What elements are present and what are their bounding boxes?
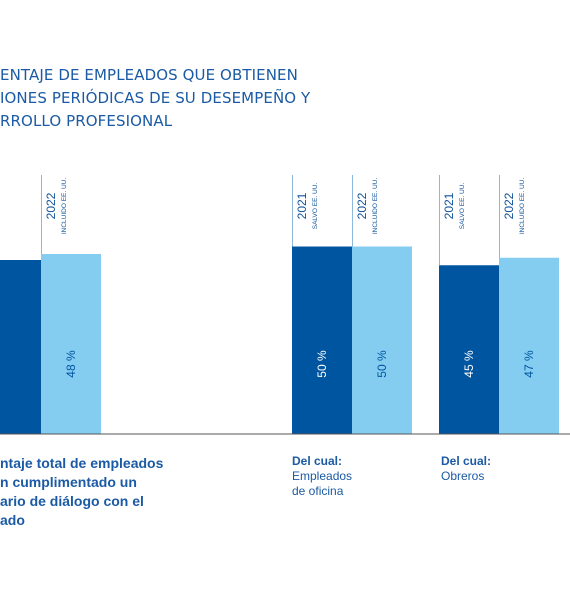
value-label: 47 % [522, 350, 536, 378]
category-label-line: ario de diálogo con el [0, 493, 144, 509]
bar-2021-total-cropped [0, 260, 41, 434]
value-label: 45 % [462, 350, 476, 378]
scope-label: SALVO EE. UU. [312, 183, 319, 230]
category-label-line: n cumplimentado un [0, 474, 137, 490]
bar-2021-1 [292, 246, 352, 434]
scope-label: INCLUIDO EE. UU. [519, 178, 526, 235]
year-label: 2022 [502, 192, 516, 219]
year-label: 2022 [355, 192, 369, 219]
category-label-line: Del cual: [292, 454, 342, 468]
scope-label: SALVO EE. UU. [459, 183, 466, 230]
category-label-line: Del cual: [441, 454, 491, 468]
scope-label: INCLUIDO EE. UU. [61, 178, 68, 235]
year-label: 2021 [295, 192, 309, 219]
bar-2022-0 [41, 254, 101, 434]
category-label-line: ado [0, 512, 25, 528]
title-line: IONES PERIÓDICAS DE SU DESEMPEÑO Y [0, 88, 311, 107]
title-line: ENTAJE DE EMPLEADOS QUE OBTIENEN [0, 66, 298, 84]
category-label-line: ntaje total de empleados [0, 455, 164, 471]
bars: 2021 SALVO EE. UU.50 %2021 SALVO EE. UU.45… [0, 175, 559, 434]
value-label: 48 % [64, 350, 78, 378]
value-label: 50 % [315, 350, 329, 378]
category-label-line: Empleados [292, 469, 352, 483]
category-label-line: de oficina [292, 484, 344, 498]
title-line: RROLLO PROFESIONAL [0, 112, 173, 130]
bar-2022-2 [499, 257, 559, 434]
chart-title: ENTAJE DE EMPLEADOS QUE OBTIENEN IONES PE… [0, 66, 311, 130]
category-labels: ntaje total de empleados n cumplimentado … [0, 454, 491, 528]
year-label: 2022 [44, 192, 58, 219]
value-label: 50 % [375, 350, 389, 378]
category-label-line: Obreros [441, 469, 484, 483]
bar-2021-2 [439, 265, 499, 434]
year-label: 2021 [442, 192, 456, 219]
bar-2022-1 [352, 246, 412, 434]
scope-label: INCLUIDO EE. UU. [372, 178, 379, 235]
